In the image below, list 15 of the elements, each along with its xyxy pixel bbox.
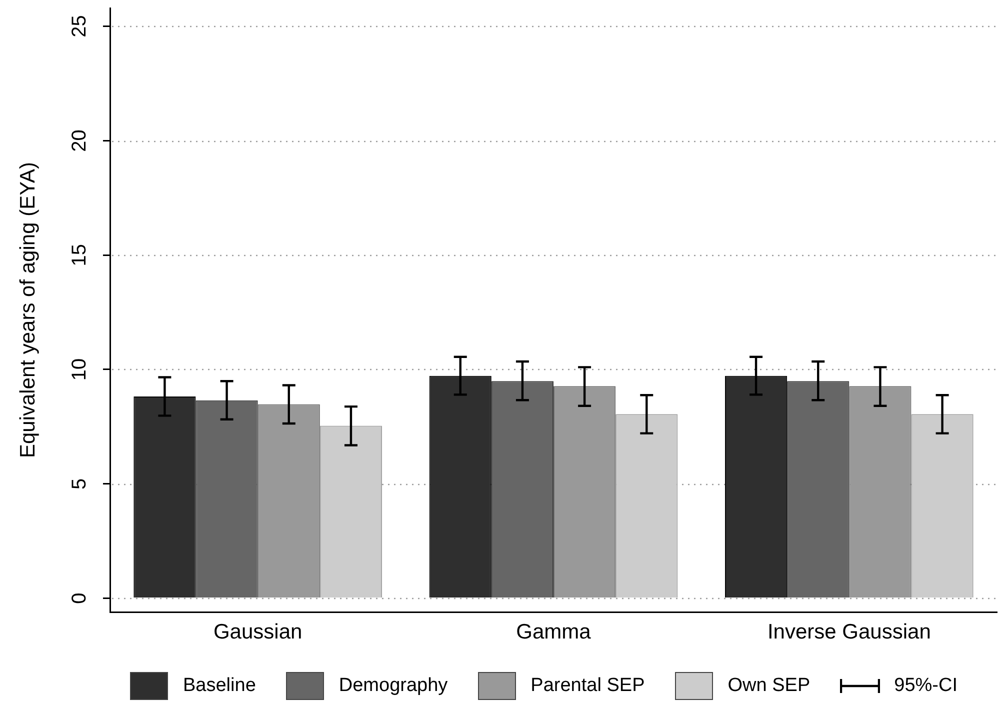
text: 95%-CI <box>894 675 958 697</box>
x-tick-label: Gamma <box>516 620 592 644</box>
y-tick-label: 10 <box>68 358 91 381</box>
y-tick-label: 15 <box>68 244 91 266</box>
y-axis-title: Equivalent years of aging (EYA) <box>16 162 40 458</box>
legend-label: Own SEP <box>728 675 810 697</box>
y-tick-label: 5 <box>68 478 91 490</box>
legend-label: Parental SEP <box>530 675 645 697</box>
y-tick-label: 25 <box>68 15 91 38</box>
x-tick-label: Inverse Gaussian <box>767 620 931 644</box>
x-tick-label: Gaussian <box>213 620 302 644</box>
legend-label: Baseline <box>183 675 256 697</box>
y-tick-label: 20 <box>68 130 91 152</box>
y-tick-label: 0 <box>68 592 91 604</box>
legend-label: Demography <box>338 675 448 697</box>
